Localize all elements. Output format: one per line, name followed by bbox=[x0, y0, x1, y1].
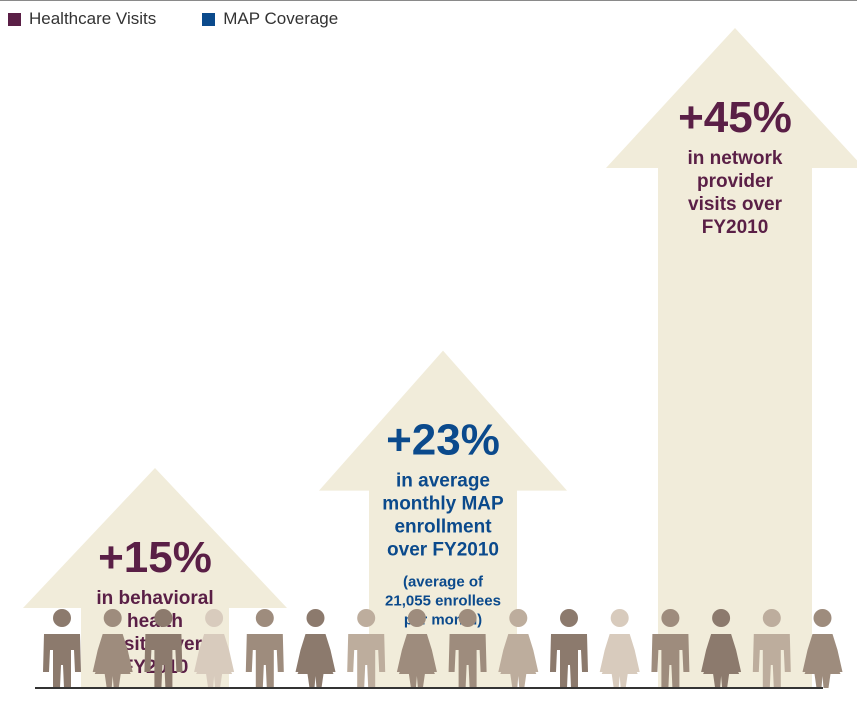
bar-description-line: visits over bbox=[688, 194, 783, 215]
arrow-bar-2 bbox=[319, 350, 567, 688]
legend-label-healthcare-visits: Healthcare Visits bbox=[29, 9, 157, 28]
people-layer bbox=[43, 609, 843, 688]
legend-label-map-coverage: MAP Coverage bbox=[223, 9, 339, 28]
person-male-icon bbox=[651, 609, 690, 688]
bar-note-line: (average of bbox=[403, 574, 484, 591]
bar-description-line: over FY2010 bbox=[387, 540, 499, 561]
bar-description-line: in average bbox=[396, 471, 490, 492]
bar-value-label-3: +45% bbox=[678, 93, 792, 142]
person-male-icon bbox=[144, 609, 183, 688]
person-male-icon bbox=[448, 609, 487, 688]
legend-item-map-coverage: MAP Coverage bbox=[202, 8, 338, 30]
bar-description-line: in behavioral bbox=[96, 588, 213, 609]
person-female-icon bbox=[498, 609, 539, 688]
person-female-icon bbox=[396, 609, 437, 688]
person-female-icon bbox=[295, 609, 336, 688]
person-male-icon bbox=[347, 609, 386, 688]
bar-description-line: enrollment bbox=[394, 517, 492, 538]
bar-description-line: monthly MAP bbox=[382, 494, 504, 515]
bar-value-label-1: +15% bbox=[98, 533, 212, 582]
bar-description-line: in network bbox=[687, 148, 782, 169]
person-female-icon bbox=[92, 609, 133, 688]
person-female-icon bbox=[701, 609, 742, 688]
bar-note-line: 21,055 enrollees bbox=[385, 593, 501, 610]
legend: Healthcare Visits MAP Coverage bbox=[8, 8, 338, 30]
arrow-bar-3 bbox=[606, 28, 857, 688]
person-female-icon bbox=[599, 609, 640, 688]
person-male-icon bbox=[245, 609, 284, 688]
bar-description-line: FY2010 bbox=[702, 217, 769, 238]
bar-description-line: health bbox=[127, 611, 183, 632]
person-female-icon bbox=[194, 609, 235, 688]
bar-description-line: provider bbox=[697, 171, 774, 192]
person-male-icon bbox=[43, 609, 81, 688]
legend-swatch-map-coverage bbox=[202, 12, 216, 26]
arrow-bar-1 bbox=[23, 468, 287, 688]
legend-item-healthcare-visits: Healthcare Visits bbox=[8, 8, 156, 30]
person-male-icon bbox=[752, 609, 791, 688]
top-rule bbox=[0, 0, 857, 1]
bar-value-label-2: +23% bbox=[386, 416, 500, 465]
person-male-icon bbox=[550, 609, 588, 688]
legend-swatch-healthcare-visits bbox=[8, 12, 21, 26]
person-female-icon bbox=[802, 609, 843, 688]
